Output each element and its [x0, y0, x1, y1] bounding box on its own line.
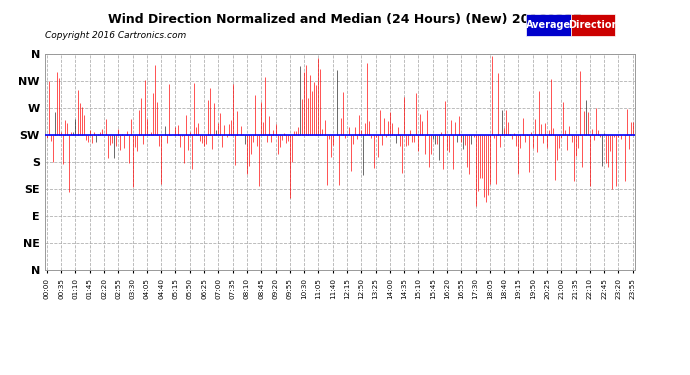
Text: Direction: Direction — [568, 20, 618, 30]
Text: Wind Direction Normalized and Median (24 Hours) (New) 20160227: Wind Direction Normalized and Median (24… — [108, 13, 582, 26]
Text: Copyright 2016 Cartronics.com: Copyright 2016 Cartronics.com — [45, 31, 186, 40]
Text: Average: Average — [526, 20, 571, 30]
